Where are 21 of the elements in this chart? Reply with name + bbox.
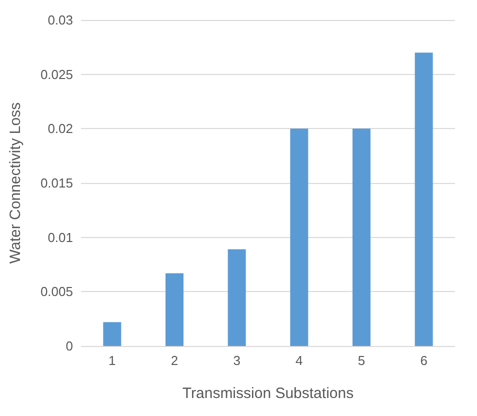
x-tick-label: 5 — [358, 353, 366, 368]
bar — [166, 273, 184, 346]
x-tick-label: 2 — [170, 353, 178, 368]
x-tick-label: 6 — [420, 353, 428, 368]
x-tick-label: 3 — [233, 353, 240, 368]
bar — [414, 52, 433, 346]
x-tick-label: 1 — [108, 353, 116, 368]
y-tick-label: 0 — [66, 338, 73, 354]
y-tick-label: 0.02 — [48, 121, 73, 136]
x-axis-title: Transmission Substations — [182, 385, 354, 402]
bar — [103, 322, 122, 346]
y-tick-label: 0.015 — [40, 176, 73, 190]
y-axis-title: Water Connectivity Loss — [7, 102, 24, 264]
y-tick-label: 0.005 — [40, 284, 73, 300]
bar — [290, 128, 308, 346]
bar — [352, 128, 370, 346]
y-tick-label: 0.03 — [48, 12, 73, 28]
x-tick-label: 4 — [296, 353, 303, 368]
y-tick-label: 0.025 — [40, 66, 73, 82]
bar — [228, 249, 246, 346]
y-tick-label: 0.01 — [48, 230, 73, 245]
